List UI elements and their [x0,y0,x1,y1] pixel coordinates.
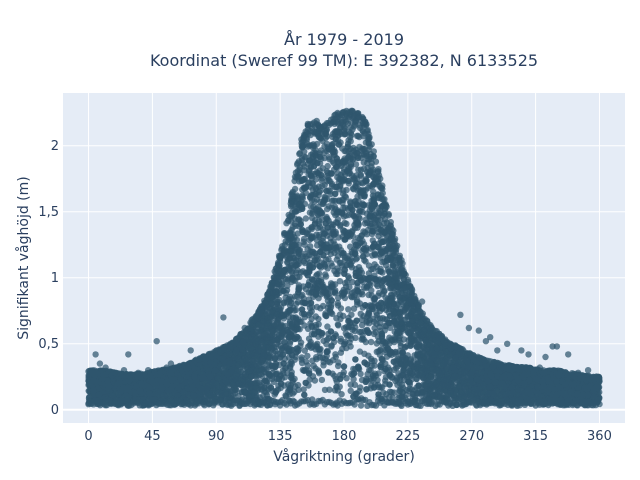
data-point [345,306,352,313]
data-point [357,310,364,317]
chart-title-line-1: År 1979 - 2019 [284,30,404,49]
data-point [349,278,356,286]
data-point [302,215,310,222]
data-point [306,310,314,317]
data-point [319,302,327,310]
data-point [401,343,408,351]
data-point [356,348,364,355]
data-point [352,161,360,168]
data-point [308,214,316,222]
data-point [341,294,349,302]
data-point [336,278,344,285]
data-point [280,300,287,307]
data-point [386,324,394,331]
data-point [299,268,307,275]
data-point [373,309,380,317]
data-point [374,315,381,322]
data-point [394,381,401,388]
data-point [360,133,367,140]
data-point [318,376,326,384]
data-point [325,203,333,210]
data-point [337,305,345,312]
data-point [357,370,364,378]
scatter-points [85,107,603,409]
data-point [318,177,325,184]
data-point [300,386,307,393]
data-point [347,243,354,250]
data-point [339,227,347,234]
data-point [347,387,354,394]
chart-title-line-2: Koordinat (Sweref 99 TM): E 392382, N 61… [150,51,538,70]
